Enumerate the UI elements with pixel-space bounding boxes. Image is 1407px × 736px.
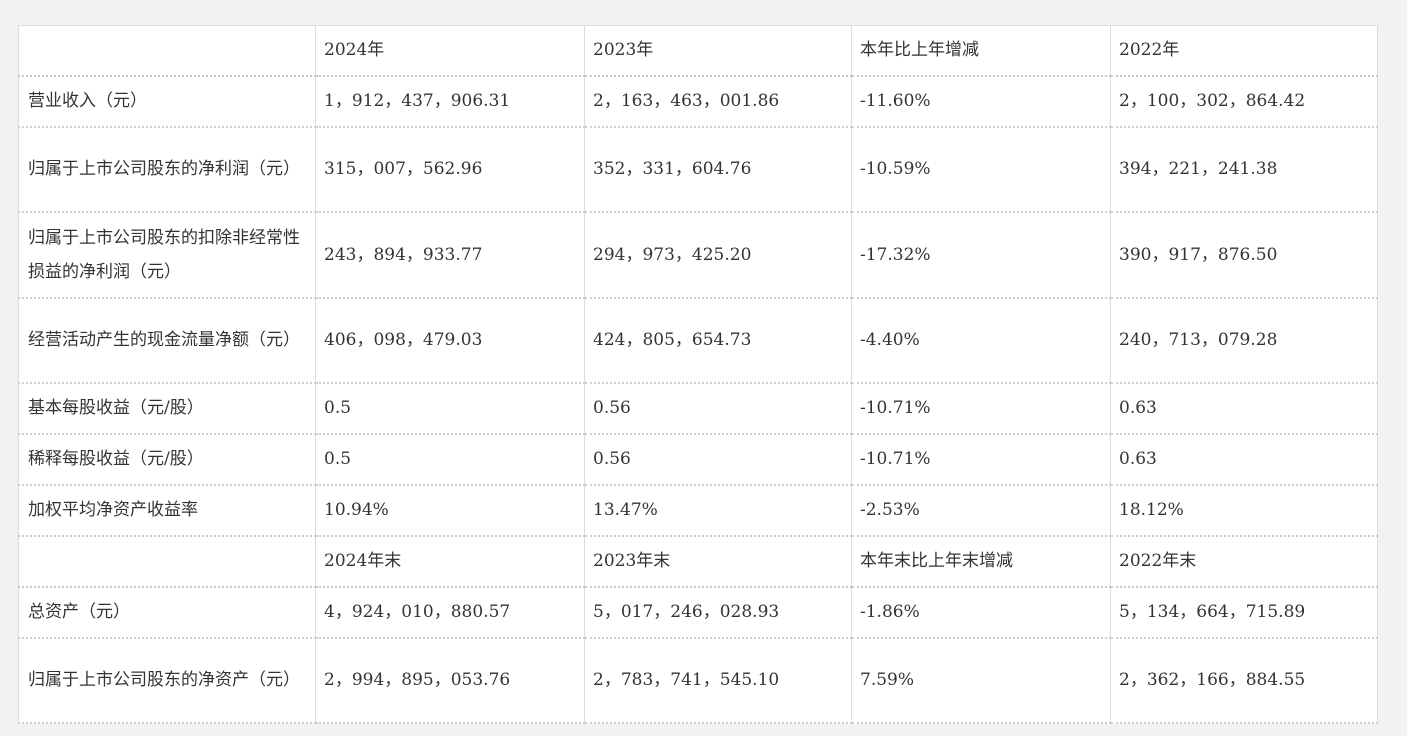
value-change: -10.71%	[851, 382, 1111, 435]
value-2023: 424，805，654.73	[584, 297, 852, 384]
table-row: 归属于上市公司股东的扣除非经常性损益的净利润（元） 243，894，933.77…	[18, 211, 1378, 299]
value-2024: 243，894，933.77	[315, 211, 585, 299]
row-label: 归属于上市公司股东的扣除非经常性损益的净利润（元）	[18, 211, 316, 299]
value-change: -10.59%	[851, 126, 1111, 213]
header-cell-item	[18, 535, 316, 588]
value-2023: 5，017，246，028.93	[584, 586, 852, 639]
value-2023: 352，331，604.76	[584, 126, 852, 213]
header-cell-2024: 2024年	[315, 25, 585, 77]
row-label: 总资产（元）	[18, 586, 316, 639]
header-cell-2022-end: 2022年末	[1110, 535, 1378, 588]
value-2022: 240，713，079.28	[1110, 297, 1378, 384]
table-row: 稀释每股收益（元/股） 0.5 0.56 -10.71% 0.63	[18, 433, 1378, 486]
header-row-year-end: 2024年末 2023年末 本年末比上年末增减 2022年末	[18, 535, 1378, 588]
value-2024: 10.94%	[315, 484, 585, 537]
value-2022: 394，221，241.38	[1110, 126, 1378, 213]
header-cell-2022: 2022年	[1110, 25, 1378, 77]
value-change: -10.71%	[851, 433, 1111, 486]
value-2024: 4，924，010，880.57	[315, 586, 585, 639]
table-row: 基本每股收益（元/股） 0.5 0.56 -10.71% 0.63	[18, 382, 1378, 435]
value-2023: 2，783，741，545.10	[584, 637, 852, 724]
row-label: 加权平均净资产收益率	[18, 484, 316, 537]
value-2024: 2，994，895，053.76	[315, 637, 585, 724]
table-row: 经营活动产生的现金流量净额（元） 406，098，479.03 424，805，…	[18, 297, 1378, 384]
row-label: 营业收入（元）	[18, 75, 316, 128]
financial-summary-panel: 2024年 2023年 本年比上年增减 2022年 营业收入（元） 1，912，…	[18, 25, 1378, 724]
value-2024: 0.5	[315, 382, 585, 435]
value-change: 7.59%	[851, 637, 1111, 724]
header-cell-change: 本年比上年增减	[851, 25, 1111, 77]
value-2022: 2，362，166，884.55	[1110, 637, 1378, 724]
table-row: 营业收入（元） 1，912，437，906.31 2，163，463，001.8…	[18, 75, 1378, 128]
header-cell-item	[18, 25, 316, 77]
row-label: 归属于上市公司股东的净资产（元）	[18, 637, 316, 724]
table-row: 归属于上市公司股东的净利润（元） 315，007，562.96 352，331，…	[18, 126, 1378, 213]
table-row: 加权平均净资产收益率 10.94% 13.47% -2.53% 18.12%	[18, 484, 1378, 537]
value-2023: 2，163，463，001.86	[584, 75, 852, 128]
header-row-annual: 2024年 2023年 本年比上年增减 2022年	[18, 25, 1378, 77]
value-2022: 0.63	[1110, 433, 1378, 486]
header-cell-2023-end: 2023年末	[584, 535, 852, 588]
value-2023: 294，973，425.20	[584, 211, 852, 299]
row-label: 经营活动产生的现金流量净额（元）	[18, 297, 316, 384]
row-label: 基本每股收益（元/股）	[18, 382, 316, 435]
value-change: -11.60%	[851, 75, 1111, 128]
value-2022: 0.63	[1110, 382, 1378, 435]
table-row: 归属于上市公司股东的净资产（元） 2，994，895，053.76 2，783，…	[18, 637, 1378, 724]
value-change: -1.86%	[851, 586, 1111, 639]
row-label: 归属于上市公司股东的净利润（元）	[18, 126, 316, 213]
value-2022: 390，917，876.50	[1110, 211, 1378, 299]
value-2024: 406，098，479.03	[315, 297, 585, 384]
financial-summary-table: 2024年 2023年 本年比上年增减 2022年 营业收入（元） 1，912，…	[18, 25, 1378, 724]
header-cell-2024-end: 2024年末	[315, 535, 585, 588]
header-cell-change-end: 本年末比上年末增减	[851, 535, 1111, 588]
header-cell-2023: 2023年	[584, 25, 852, 77]
value-change: -4.40%	[851, 297, 1111, 384]
value-2023: 13.47%	[584, 484, 852, 537]
value-2024: 0.5	[315, 433, 585, 486]
row-label: 稀释每股收益（元/股）	[18, 433, 316, 486]
value-2023: 0.56	[584, 433, 852, 486]
value-2024: 1，912，437，906.31	[315, 75, 585, 128]
value-change: -2.53%	[851, 484, 1111, 537]
table-row: 总资产（元） 4，924，010，880.57 5，017，246，028.93…	[18, 586, 1378, 639]
value-change: -17.32%	[851, 211, 1111, 299]
value-2024: 315，007，562.96	[315, 126, 585, 213]
value-2022: 2，100，302，864.42	[1110, 75, 1378, 128]
value-2023: 0.56	[584, 382, 852, 435]
value-2022: 5，134，664，715.89	[1110, 586, 1378, 639]
value-2022: 18.12%	[1110, 484, 1378, 537]
